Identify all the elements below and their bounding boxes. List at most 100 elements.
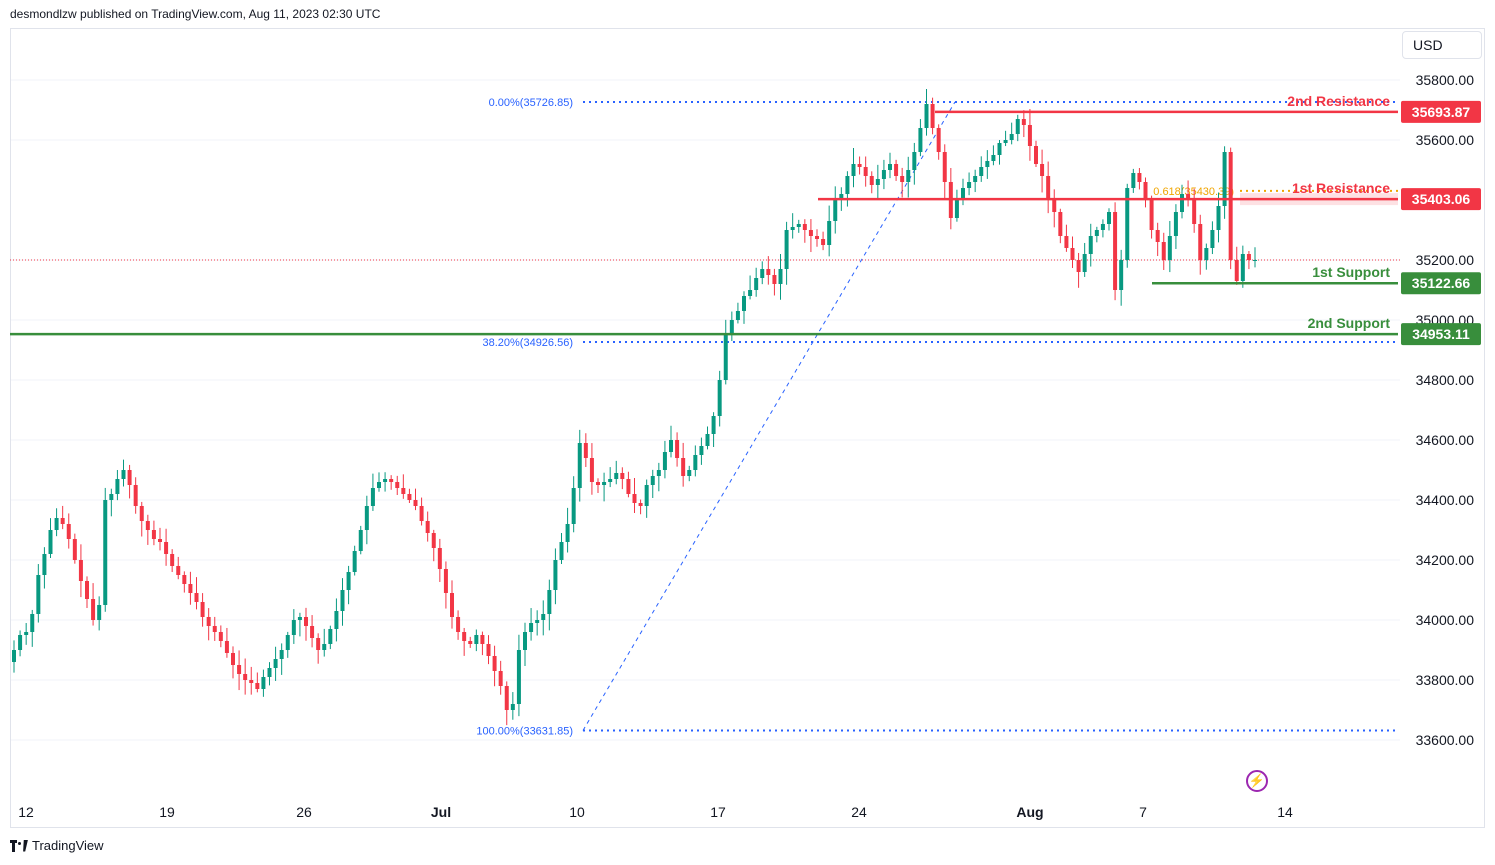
candle-body <box>200 602 205 617</box>
candle-body <box>316 638 321 650</box>
candle-body <box>24 632 29 635</box>
candle-body <box>693 455 698 470</box>
candle-body <box>577 443 582 488</box>
candle-body <box>821 239 826 245</box>
y-tick-label: 33600.00 <box>1416 732 1475 748</box>
candle-body <box>237 665 242 674</box>
y-tick-label: 35600.00 <box>1416 132 1475 148</box>
candle-body <box>255 683 260 689</box>
price-tag-label: 35693.87 <box>1412 104 1471 120</box>
candle-body <box>796 224 801 227</box>
y-tick-label: 35800.00 <box>1416 72 1475 88</box>
candle-body <box>1088 236 1093 254</box>
candle-body <box>662 452 667 470</box>
candle-body <box>997 143 1002 155</box>
price-tag-label: 34953.11 <box>1412 326 1470 342</box>
candle-body <box>297 617 302 620</box>
chart-frame <box>10 28 1485 828</box>
candle-body <box>851 164 856 176</box>
candle-body <box>778 269 783 284</box>
candle-body <box>1125 188 1130 260</box>
candle-body <box>1064 236 1069 248</box>
candle-body <box>1021 119 1026 125</box>
candle-body <box>808 230 813 236</box>
candle-body <box>1034 146 1038 164</box>
candle-body <box>766 269 771 275</box>
candle-body <box>845 176 850 194</box>
candle-body <box>1216 206 1221 230</box>
candle-body <box>127 470 132 485</box>
candle-body <box>389 479 394 482</box>
candle-body <box>1186 194 1191 200</box>
candle-body <box>18 635 23 650</box>
candle-body <box>523 632 527 650</box>
candle-body <box>559 542 564 560</box>
candle-body <box>596 482 600 485</box>
candle-body <box>900 176 905 182</box>
candle-body <box>431 533 436 548</box>
fib-level-label: 100.00%(33631.85) <box>476 725 573 737</box>
tradingview-brand[interactable]: TradingView <box>10 838 104 853</box>
y-tick-label: 34200.00 <box>1416 552 1475 568</box>
candle-body <box>30 614 35 632</box>
candle-body <box>760 269 765 278</box>
candle-body <box>36 575 41 614</box>
currency-selector[interactable]: USD <box>1402 31 1482 59</box>
candle-body <box>583 443 588 458</box>
candle-body <box>784 230 789 269</box>
price-tag <box>1401 272 1481 295</box>
level-label: 1st Resistance <box>1292 180 1390 196</box>
candle-body <box>1015 119 1020 134</box>
candle-body <box>1149 200 1154 230</box>
candle-body <box>54 518 59 530</box>
candle-body <box>979 167 984 176</box>
x-tick-label: Jul <box>431 804 451 820</box>
candle-body <box>1082 254 1087 272</box>
candle-body <box>103 500 108 605</box>
candle-body <box>894 164 899 176</box>
candle-body <box>1052 200 1057 212</box>
price-tag <box>1401 188 1481 211</box>
publisher-caption: desmondlzw published on TradingView.com,… <box>10 7 381 21</box>
candle-body <box>705 434 710 446</box>
candle-body <box>133 485 138 506</box>
candle-body <box>973 176 978 182</box>
fib-level-label: 38.20%(34926.56) <box>482 337 573 349</box>
candle-body <box>541 614 546 620</box>
candle-body <box>857 164 862 167</box>
level-label: 1st Support <box>1312 264 1390 280</box>
candle-body <box>115 479 120 494</box>
price-tag-label: 35122.66 <box>1412 275 1471 291</box>
lightning-icon[interactable]: ⚡ <box>1246 770 1268 792</box>
candle-body <box>456 617 461 632</box>
price-tag <box>1401 323 1481 346</box>
candle-body <box>504 686 509 710</box>
x-tick-label: 26 <box>296 804 312 820</box>
candle-body <box>875 179 880 185</box>
candle-body <box>565 524 570 542</box>
candle-body <box>644 485 649 506</box>
candle-body <box>85 581 89 599</box>
x-tick-label: 10 <box>569 804 585 820</box>
candle-body <box>407 494 412 500</box>
x-tick-label: 17 <box>710 804 726 820</box>
candle-body <box>1046 176 1051 200</box>
candle-body <box>492 656 497 671</box>
candle-body <box>717 380 722 416</box>
candle-body <box>1180 194 1184 212</box>
candle-body <box>723 335 728 380</box>
candle-body <box>1234 260 1239 281</box>
candle-body <box>1222 152 1227 206</box>
candle-body <box>486 644 491 656</box>
candle-body <box>1253 260 1257 261</box>
candle-body <box>888 164 892 170</box>
candle-body <box>742 296 746 311</box>
candle-body <box>273 659 278 668</box>
candle-body <box>468 641 473 644</box>
candle-body <box>711 416 716 434</box>
candle-body <box>815 236 819 239</box>
candle-body <box>632 494 637 503</box>
candle-body <box>346 572 351 590</box>
candle-body <box>942 152 947 182</box>
